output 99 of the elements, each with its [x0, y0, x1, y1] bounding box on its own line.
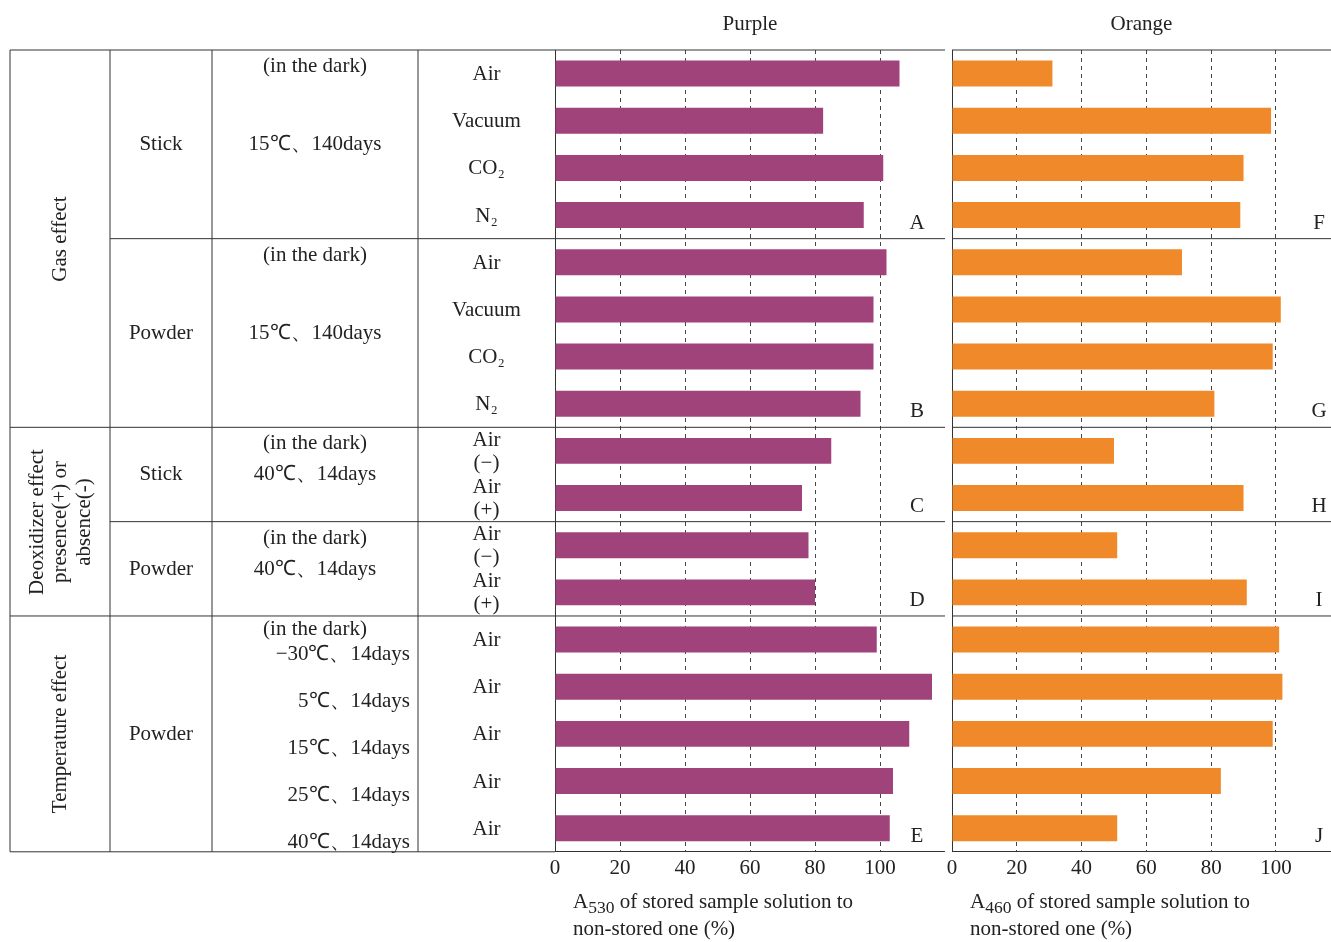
chart-title: Orange: [1109, 11, 1174, 36]
x-tick-label: 100: [1260, 854, 1292, 879]
x-tick-label: 40: [674, 854, 696, 879]
bar: [555, 532, 809, 559]
text: 5℃、14days: [297, 687, 410, 712]
text: Stick: [138, 131, 184, 156]
y-tick-label: CO₂: [467, 155, 506, 180]
text: 15℃、14days: [286, 734, 410, 759]
y-tick-label: Air: [471, 61, 502, 86]
text: 25℃、14days: [286, 782, 410, 807]
annotation: E: [909, 822, 925, 847]
x-tick-label: 40: [1071, 854, 1093, 879]
annotation: C: [909, 492, 925, 517]
y-tick-label: Vacuum: [451, 108, 522, 133]
annotation: D: [908, 586, 926, 612]
y-tick-label: Vacuum: [451, 296, 522, 321]
bar: [952, 673, 1283, 700]
bar: [952, 107, 1272, 134]
x-tick-label: 80: [804, 854, 826, 879]
annotation: I: [1314, 586, 1324, 612]
y-tick-label: Air (−): [471, 521, 502, 569]
y-tick-label: Air (+): [471, 568, 502, 616]
y-tick-label: N₂: [474, 391, 499, 416]
text: (in the dark): [262, 241, 368, 266]
bar: [952, 390, 1215, 417]
x-tick-label: 60: [739, 854, 761, 879]
bar: [952, 720, 1273, 747]
x-tick-label: 0: [946, 854, 958, 879]
x-tick-label: 60: [1135, 854, 1157, 879]
bar: [952, 485, 1244, 512]
bar: [952, 343, 1273, 370]
text: (in the dark): [262, 524, 368, 549]
text: Powder: [127, 319, 195, 345]
annotation: H: [1310, 492, 1328, 517]
y-tick-label: Air: [471, 627, 502, 652]
x-tick-label: 20: [609, 854, 631, 879]
bar: [952, 768, 1221, 795]
chart-title: Purple: [721, 11, 779, 36]
text: Temperature effect: [46, 653, 73, 816]
annotation: F: [1312, 209, 1326, 234]
y-tick-label: Air: [471, 815, 502, 840]
bar: [555, 720, 910, 747]
y-tick-label: Air (−): [471, 426, 502, 475]
text: Powder: [127, 555, 195, 580]
x-axis-title: A$_{530}$ of stored sample solution to non-stored one (%): [573, 889, 854, 941]
text: 15℃、140days: [247, 131, 383, 156]
bar: [952, 579, 1247, 606]
bar: [555, 107, 824, 134]
bar: [952, 626, 1280, 653]
bar: [555, 390, 861, 417]
bar: [952, 296, 1281, 323]
x-axis-title: A$_{460}$ of stored sample solution to non-stored one (%): [970, 889, 1251, 941]
bar: [952, 249, 1182, 276]
text: 40℃、14days: [286, 829, 410, 854]
bar: [555, 815, 890, 842]
bar: [555, 296, 874, 323]
y-tick-label: CO₂: [467, 344, 506, 369]
bar: [952, 154, 1244, 181]
bar: [952, 815, 1118, 842]
text: (in the dark): [262, 53, 368, 78]
text: 15℃、140days: [247, 319, 383, 345]
text: 40℃、14days: [252, 461, 378, 486]
bar: [555, 154, 884, 181]
bar: [555, 673, 932, 700]
bar: [952, 437, 1114, 464]
bar: [952, 202, 1241, 229]
annotation: B: [909, 398, 925, 423]
text: (in the dark): [262, 430, 368, 455]
bar: [555, 202, 864, 229]
text: (in the dark): [262, 615, 368, 641]
annotation: A: [908, 209, 926, 234]
bar: [555, 768, 893, 795]
y-tick-label: Air: [471, 721, 502, 746]
bar: [555, 579, 815, 606]
x-tick-label: 80: [1200, 854, 1222, 879]
text: Deoxidizer effect presence(+) or absence(-): [23, 447, 96, 597]
bar: [555, 343, 874, 370]
bar: [952, 532, 1118, 559]
text: Gas effect: [46, 195, 73, 284]
y-tick-label: Air: [471, 674, 502, 699]
text: Powder: [127, 720, 195, 745]
y-tick-label: N₂: [474, 202, 499, 227]
x-tick-label: 100: [864, 854, 896, 879]
y-tick-label: Air (+): [471, 474, 502, 522]
y-tick-label: Air: [471, 249, 502, 274]
text: Stick: [138, 461, 184, 486]
annotation: G: [1310, 398, 1328, 423]
bar: [555, 437, 832, 464]
bar: [555, 485, 802, 512]
bar: [555, 249, 887, 276]
x-tick-label: 20: [1006, 854, 1028, 879]
text: −30℃、14days: [274, 640, 410, 665]
x-tick-label: 0: [549, 854, 561, 879]
annotation: J: [1313, 822, 1325, 847]
bar: [555, 626, 877, 653]
text: 40℃、14days: [252, 555, 378, 580]
bar: [555, 60, 900, 87]
bar: [952, 60, 1053, 87]
y-tick-label: Air: [471, 768, 502, 793]
